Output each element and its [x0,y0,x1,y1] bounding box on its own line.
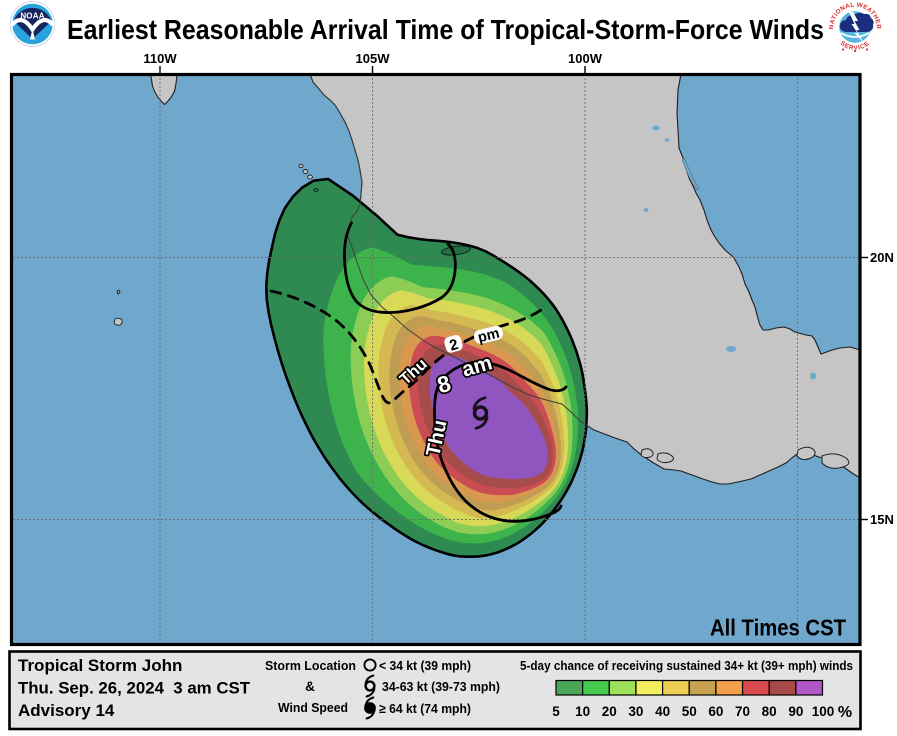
svg-text:Tropical Storm John: Tropical Storm John [18,656,182,675]
svg-text:NOAA: NOAA [20,12,44,21]
svg-text:90: 90 [788,704,803,719]
svg-text:10: 10 [575,704,590,719]
svg-text:20: 20 [602,704,617,719]
svg-text:< 34 kt (39 mph): < 34 kt (39 mph) [379,658,471,673]
svg-text:Thu. Sep. 26, 2024 3 am CST: Thu. Sep. 26, 2024 3 am CST [18,679,251,698]
svg-text:Earliest Reasonable Arrival Ti: Earliest Reasonable Arrival Time of Trop… [67,14,824,45]
svg-text:15N: 15N [870,512,894,527]
svg-text:Wind Speed: Wind Speed [278,700,348,715]
svg-text:5: 5 [552,704,560,719]
svg-text:105W: 105W [356,51,391,66]
svg-text:100: 100 [812,704,835,719]
svg-text:Storm Location: Storm Location [265,658,356,673]
svg-text:50: 50 [682,704,697,719]
svg-text:110W: 110W [143,51,177,66]
svg-text:pm: pm [476,325,501,346]
svg-text:All Times CST: All Times CST [710,615,846,641]
svg-text:30: 30 [628,704,643,719]
svg-text:≥ 64 kt (74 mph): ≥ 64 kt (74 mph) [379,701,471,716]
svg-text:34-63 kt (39-73 mph): 34-63 kt (39-73 mph) [382,679,500,694]
svg-text:20N: 20N [870,250,894,265]
svg-text:%: % [838,704,852,721]
svg-text:100W: 100W [568,51,603,66]
svg-text:70: 70 [735,704,750,719]
svg-text:40: 40 [655,704,670,719]
svg-text:&: & [305,679,315,694]
svg-text:80: 80 [762,704,777,719]
svg-text:60: 60 [708,704,723,719]
svg-text:Advisory 14: Advisory 14 [18,701,115,720]
svg-text:5-day chance of receiving sust: 5-day chance of receiving sustained 34+ … [520,658,853,673]
